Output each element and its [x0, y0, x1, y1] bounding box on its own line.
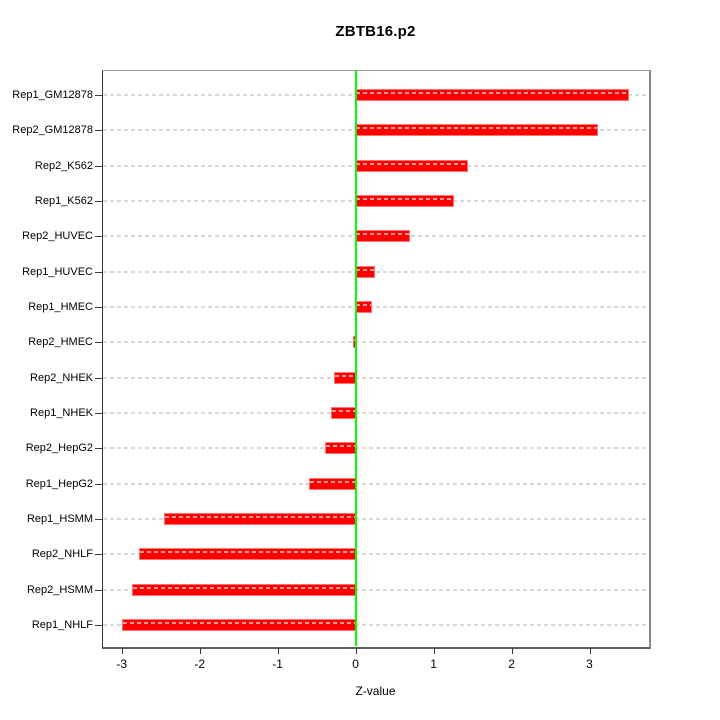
row-gridline: [103, 518, 648, 520]
bar: [308, 477, 357, 490]
bar-dash-overlay: [325, 445, 356, 448]
y-axis-tick: [95, 342, 102, 344]
y-axis-label: Rep2_HUVEC: [22, 230, 93, 243]
bar-dash-overlay: [355, 304, 372, 306]
row-gridline: [103, 553, 648, 556]
bar-dash-overlay: [355, 268, 374, 271]
bar-dash-overlay: [309, 480, 356, 483]
x-axis-tick-label: 1: [430, 657, 437, 671]
x-axis-tick: [121, 648, 123, 654]
y-axis-label: Rep1_NHLF: [31, 619, 93, 631]
plot-area: [102, 70, 651, 649]
y-axis-label: Rep2_NHLF: [31, 548, 93, 561]
bar: [138, 548, 357, 561]
x-axis-tick-label: 3: [586, 657, 593, 671]
y-axis-tick: [95, 589, 102, 591]
x-axis-tick: [199, 648, 201, 654]
bar-dash-overlay: [332, 410, 356, 412]
row-gridline: [103, 588, 648, 591]
x-axis-tick: [277, 648, 279, 654]
x-axis-tick-label: 0: [352, 657, 359, 671]
y-axis-tick: [95, 201, 102, 202]
y-axis-label: Rep1_HepG2: [25, 477, 93, 490]
row-gridline: [103, 624, 648, 626]
row-gridline: [103, 306, 648, 308]
y-axis-tick: [95, 483, 102, 485]
y-axis-tick: [95, 377, 102, 379]
x-axis-tick-label: -2: [194, 657, 205, 671]
y-axis-label: Rep2_GM12878: [12, 124, 93, 137]
bar: [131, 583, 357, 596]
y-axis-tick: [95, 271, 102, 273]
bar: [354, 230, 410, 243]
x-axis-tick: [511, 648, 513, 654]
x-axis-tick-label: 2: [508, 657, 515, 671]
x-axis-tick-label: -1: [272, 657, 283, 671]
y-axis-tick: [95, 236, 102, 238]
row-gridline: [103, 270, 648, 273]
x-axis-tick: [355, 648, 357, 654]
y-axis-tick: [95, 130, 102, 132]
bar: [354, 124, 599, 137]
y-axis-tick: [95, 413, 102, 414]
y-axis-label: Rep1_HUVEC: [22, 265, 93, 278]
bar-dash-overlay: [355, 92, 629, 94]
bar: [163, 513, 357, 525]
x-axis-tick: [433, 648, 435, 654]
bar-dash-overlay: [355, 162, 468, 165]
x-axis-tick-label: -3: [116, 657, 128, 671]
bar-dash-overlay: [139, 551, 356, 554]
bar: [354, 301, 373, 313]
y-axis-label: Rep1_GM12878: [12, 89, 93, 101]
zero-line: [354, 71, 357, 646]
bar-dash-overlay: [164, 516, 356, 518]
y-axis-label: Rep1_HSMM: [26, 513, 93, 525]
bar: [331, 407, 357, 419]
y-axis-label: Rep2_HMEC: [28, 336, 93, 349]
y-axis-tick: [95, 95, 102, 96]
bar-dash-overlay: [355, 127, 598, 130]
y-axis-label: Rep2_HSMM: [26, 583, 93, 596]
chart-title: ZBTB16.p2: [335, 23, 416, 40]
y-axis-tick: [95, 448, 102, 450]
y-axis-tick: [95, 519, 102, 520]
row-gridline: [103, 412, 648, 414]
y-axis-tick: [95, 625, 102, 626]
bar-dash-overlay: [123, 622, 356, 624]
bar: [324, 442, 357, 455]
bar: [122, 619, 357, 631]
row-gridline: [103, 482, 648, 485]
y-axis-label: Rep1_K562: [34, 195, 93, 207]
bar: [354, 195, 455, 207]
y-axis-tick: [95, 554, 102, 556]
row-gridline: [103, 376, 648, 379]
bar: [334, 371, 357, 384]
y-axis-tick: [95, 307, 102, 308]
y-axis-tick: [95, 165, 102, 167]
y-axis-label: Rep1_NHEK: [30, 407, 93, 419]
x-axis-title: Z-value: [355, 684, 396, 698]
bar-dash-overlay: [355, 198, 454, 200]
bar: [354, 159, 469, 172]
bar: [354, 265, 375, 278]
bar-dash-overlay: [335, 374, 356, 377]
x-axis-tick: [589, 648, 591, 654]
y-axis-label: Rep2_K562: [34, 159, 93, 172]
y-axis-label: Rep2_NHEK: [30, 371, 93, 384]
y-axis-label: Rep1_HMEC: [28, 301, 93, 313]
row-gridline: [103, 341, 648, 344]
bar-dash-overlay: [355, 233, 409, 236]
bar-dash-overlay: [132, 586, 356, 589]
y-axis-label: Rep2_HepG2: [25, 442, 93, 455]
bar: [354, 89, 630, 101]
row-gridline: [103, 447, 648, 450]
